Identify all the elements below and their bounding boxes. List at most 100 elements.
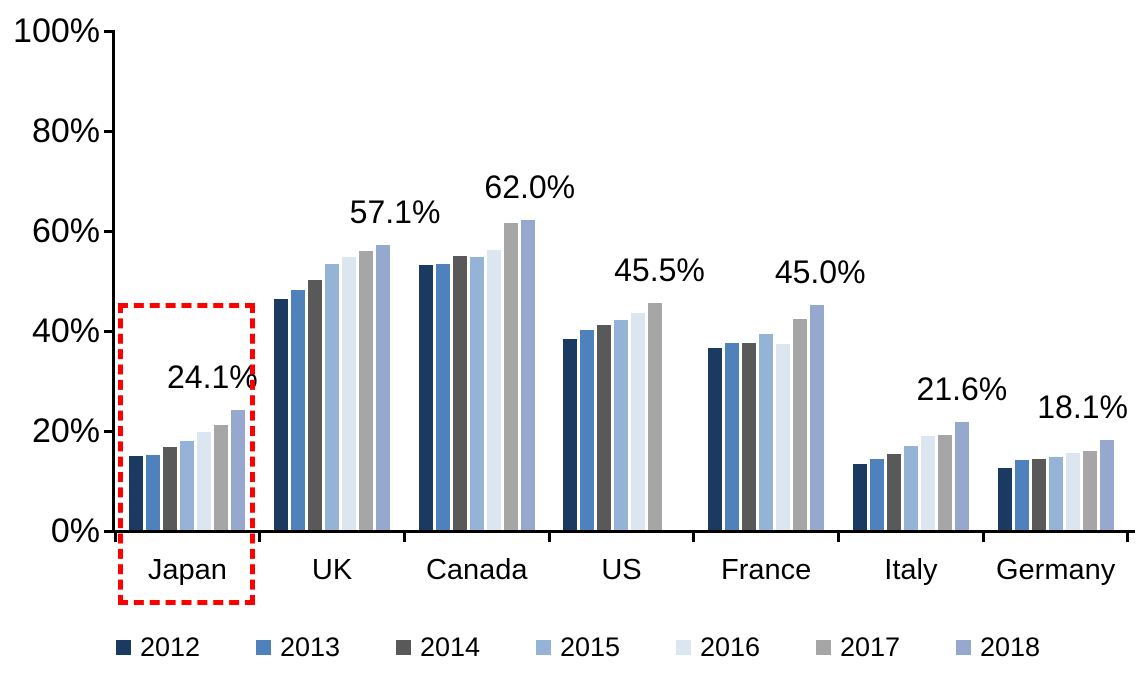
- bar-2016-germany: [1065, 453, 1080, 530]
- bar-2016-japan: [197, 431, 212, 530]
- bar-2014-germany: [1031, 458, 1046, 530]
- y-tick-label-80: 80%: [31, 112, 100, 150]
- bar-2015-france: [759, 334, 774, 530]
- bar-2018-france: [810, 305, 825, 530]
- x-axis-line: [112, 530, 1135, 533]
- bar-2017-canada: [503, 223, 518, 530]
- y-tick-label-100: 100%: [13, 12, 100, 50]
- bar-2018-japan: [231, 409, 246, 530]
- bar-2013-italy: [869, 459, 884, 530]
- bar-2015-germany: [1048, 456, 1063, 530]
- bar-2014-us: [597, 325, 612, 530]
- y-tick-label-60: 60%: [31, 212, 100, 250]
- legend-item-2014: 2014: [396, 633, 480, 660]
- x-tick-5: [837, 533, 841, 542]
- value-label-japan: 24.1%: [166, 358, 258, 395]
- value-label-germany: 18.1%: [1037, 388, 1128, 425]
- bar-2013-us: [580, 330, 595, 530]
- bar-2012-uk: [274, 298, 289, 530]
- category-label-uk: UK: [311, 554, 353, 586]
- bar-2017-japan: [214, 425, 229, 530]
- x-tick-2: [402, 533, 406, 542]
- legend-label-2012: 2012: [140, 631, 201, 662]
- legend-label-2014: 2014: [420, 631, 481, 662]
- bar-2012-japan: [129, 456, 144, 530]
- legend-swatch-2015: [536, 639, 551, 655]
- y-tick-label-20: 20%: [31, 412, 100, 450]
- legend-item-2017: 2017: [816, 633, 900, 660]
- bar-2018-italy: [954, 422, 969, 530]
- legend-swatch-2018: [956, 639, 971, 655]
- legend-swatch-2016: [676, 639, 691, 655]
- bar-2016-canada: [486, 250, 501, 530]
- bar-2015-us: [614, 319, 629, 530]
- category-label-us: US: [601, 554, 642, 586]
- bar-2013-uk: [291, 290, 306, 530]
- bar-2012-us: [563, 339, 578, 530]
- legend-item-2012: 2012: [116, 633, 200, 660]
- bar-2013-japan: [146, 455, 161, 530]
- category-label-italy: Italy: [884, 554, 938, 586]
- bar-2016-us: [631, 312, 646, 530]
- legend-item-2018: 2018: [956, 633, 1040, 660]
- bar-2012-france: [708, 347, 723, 530]
- bar-2012-italy: [852, 464, 867, 530]
- bar-2014-uk: [308, 280, 323, 530]
- legend-swatch-2014: [396, 639, 411, 655]
- highlight-box-japan: [118, 303, 255, 605]
- bar-2014-canada: [452, 256, 467, 530]
- value-label-uk: 57.1%: [349, 193, 441, 230]
- value-label-canada: 62.0%: [484, 169, 576, 205]
- legend-label-2015: 2015: [560, 631, 621, 662]
- bar-2015-japan: [180, 440, 195, 530]
- y-tick-40: [104, 330, 115, 333]
- legend-label-2013: 2013: [280, 631, 341, 662]
- legend-label-2018: 2018: [980, 631, 1041, 662]
- value-label-italy: 21.6%: [916, 371, 1008, 407]
- bar-2013-france: [725, 342, 740, 530]
- x-tick-7: [1126, 533, 1130, 542]
- bar-2017-germany: [1082, 450, 1097, 530]
- legend-swatch-2017: [816, 639, 831, 655]
- y-tick-label-40: 40%: [31, 312, 100, 350]
- bar-2016-italy: [920, 435, 935, 530]
- x-tick-4: [692, 533, 696, 542]
- y-tick-20: [104, 430, 115, 433]
- value-label-us: 45.5%: [614, 251, 705, 288]
- legend-item-2015: 2015: [536, 633, 620, 660]
- category-label-canada: Canada: [425, 554, 528, 586]
- bar-2012-germany: [997, 467, 1012, 530]
- bar-2016-france: [776, 343, 791, 530]
- bar-2018-germany: [1099, 439, 1114, 530]
- bar-2015-uk: [325, 264, 340, 530]
- category-label-germany: Germany: [995, 554, 1116, 586]
- legend-swatch-2013: [256, 639, 271, 655]
- bar-2018-uk: [376, 244, 391, 530]
- category-label-japan: Japan: [147, 554, 227, 586]
- legend-label-2016: 2016: [700, 631, 761, 662]
- y-tick-100: [104, 30, 115, 33]
- bar-2014-france: [742, 342, 757, 530]
- legend-label-2017: 2017: [840, 631, 901, 662]
- x-tick-3: [547, 533, 551, 542]
- legend-item-2013: 2013: [256, 633, 340, 660]
- bar-2017-france: [793, 318, 808, 530]
- y-tick-60: [104, 230, 115, 233]
- value-label-france: 45.0%: [774, 254, 866, 290]
- bar-2015-italy: [903, 445, 918, 530]
- legend-item-2016: 2016: [676, 633, 760, 660]
- bar-2016-uk: [342, 256, 357, 530]
- bar-2014-japan: [163, 447, 178, 530]
- bar-2018-canada: [520, 220, 535, 530]
- bar-2015-canada: [469, 257, 484, 530]
- x-tick-0: [113, 533, 117, 542]
- y-axis-line: [112, 30, 115, 533]
- y-tick-0: [104, 530, 115, 533]
- legend-swatch-2012: [116, 639, 131, 655]
- bar-2014-italy: [886, 453, 901, 530]
- bar-2012-canada: [418, 265, 433, 530]
- bar-2017-italy: [937, 434, 952, 530]
- bar-2017-uk: [359, 251, 374, 530]
- y-tick-label-0: 0%: [50, 512, 100, 550]
